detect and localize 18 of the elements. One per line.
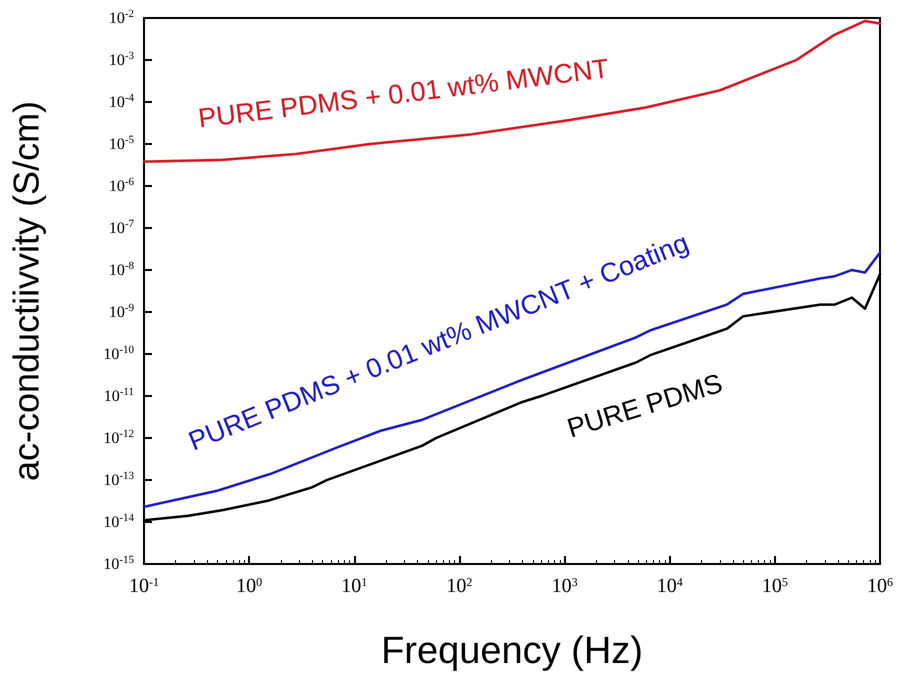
y-tick-label: 10$^{-3}$ [108, 50, 134, 69]
y-tick-label: 10$^{-7}$ [108, 218, 134, 237]
y-tick-label: 10$^{-15}$ [103, 554, 134, 573]
text: PURE PDMS [564, 368, 726, 444]
y-axis-title: ac-conductiivvity (S/cm) [6, 100, 46, 482]
y-tick-label: 10$^{-9}$ [108, 302, 134, 321]
y-tick-label: 10$^{-6}$ [108, 176, 134, 195]
y-tick-label: 10$^{-10}$ [103, 344, 134, 363]
y-tick-label: 10$^{-2}$ [108, 8, 134, 27]
y-tick-label: 10$^{-11}$ [104, 386, 134, 405]
y-tick-label: 10$^{-8}$ [108, 260, 134, 279]
text: PURE PDMS + 0.01 wt% MWCNT [196, 53, 610, 134]
y-tick-label: 10$^{-4}$ [108, 92, 134, 111]
y-tick-label: 10$^{-12}$ [103, 428, 134, 447]
y-tick-label: 10$^{-5}$ [108, 134, 134, 153]
y-tick-label: 10$^{-14}$ [103, 512, 134, 531]
y-tick-label: 10$^{-13}$ [103, 470, 134, 489]
x-axis-title: Frequency (Hz) [381, 630, 643, 672]
